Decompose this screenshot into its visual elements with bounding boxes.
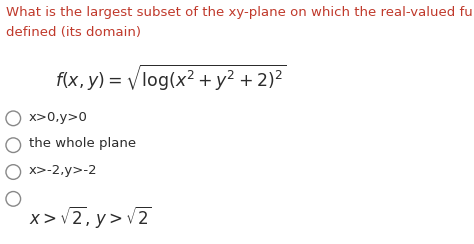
Text: $x > \sqrt{2},\, y > \sqrt{2}$: $x > \sqrt{2},\, y > \sqrt{2}$ bbox=[29, 204, 152, 230]
Text: x>0,y>0: x>0,y>0 bbox=[29, 111, 88, 124]
Text: $f(x, y) = \sqrt{\log(x^2 + y^2 + 2)^2}$: $f(x, y) = \sqrt{\log(x^2 + y^2 + 2)^2}$ bbox=[55, 62, 286, 92]
Text: x>-2,y>-2: x>-2,y>-2 bbox=[29, 164, 98, 177]
Text: the whole plane: the whole plane bbox=[29, 137, 136, 151]
Text: defined (its domain): defined (its domain) bbox=[6, 26, 141, 39]
Text: What is the largest subset of the xy-plane on which the real-valued function f c: What is the largest subset of the xy-pla… bbox=[6, 6, 474, 19]
